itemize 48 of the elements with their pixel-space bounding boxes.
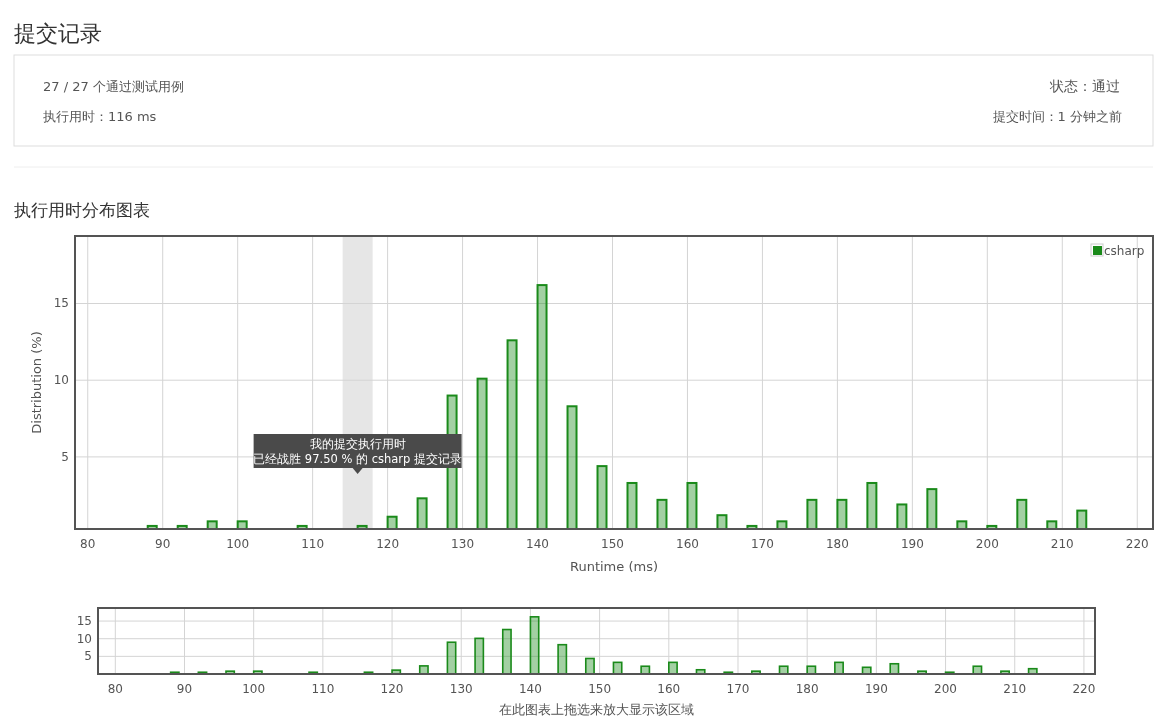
y-tick-label: 10 <box>53 373 69 388</box>
x-tick-label: 130 <box>451 537 475 551</box>
x-tick-label: 80 <box>80 537 96 551</box>
x-tick-label: 180 <box>825 537 849 551</box>
x-tick-label: 120 <box>380 682 404 696</box>
y-tick-label: 5 <box>61 449 69 464</box>
x-tick-label: 110 <box>311 682 335 696</box>
x-tick-label: 170 <box>726 682 750 696</box>
x-tick-label: 150 <box>601 537 624 551</box>
x-tick-label: 220 <box>1072 682 1096 696</box>
x-tick-label: 140 <box>518 682 542 696</box>
y-tick-label: 15 <box>53 296 69 311</box>
x-tick-label: 180 <box>795 682 819 696</box>
annotation: 已经战胜 97.50 % 的 csharp 提交记录 <box>253 452 463 466</box>
x-tick-label: 160 <box>676 537 699 551</box>
x-tick-label: 100 <box>242 682 266 696</box>
x-tick-label: 160 <box>657 682 681 696</box>
x-tick-label: 90 <box>176 682 193 696</box>
text: 提交时间：1 分钟之前 <box>992 109 1122 124</box>
x-tick-label: 200 <box>934 682 958 696</box>
x-tick-label: 130 <box>449 682 473 696</box>
legend-label: csharp <box>1104 244 1145 258</box>
chart-title: 执行用时分布图表 <box>14 200 150 220</box>
x-tick-label: 210 <box>1003 682 1027 696</box>
text: 提交记录 <box>14 21 102 46</box>
text: 状态：通过 <box>1049 78 1120 94</box>
x-tick-label: 170 <box>750 537 774 551</box>
x-tick-label: 80 <box>107 682 123 696</box>
x-tick-label: 110 <box>301 537 325 551</box>
x-tick-label: 90 <box>155 537 171 551</box>
x-axis-title: 在此图表上拖选来放大显示该区域 <box>499 702 694 717</box>
text: 执行用时：116 ms <box>43 109 157 124</box>
x-tick-label: 120 <box>376 537 400 551</box>
y-tick-label: 10 <box>76 631 92 646</box>
y-tick-label: 15 <box>76 614 92 629</box>
y-tick-label: 5 <box>84 649 92 664</box>
text: 27 / 27 个通过测试用例 <box>43 79 184 94</box>
x-tick-label: 100 <box>226 537 250 551</box>
x-tick-label: 150 <box>588 682 612 696</box>
x-tick-label: 190 <box>900 537 924 551</box>
x-axis-title: Runtime (ms) <box>569 559 659 574</box>
x-tick-label: 140 <box>526 537 549 551</box>
x-tick-label: 200 <box>975 537 999 551</box>
band-label: 我的提交执行用时 <box>309 437 406 451</box>
y-axis-title: Distribution (%) <box>29 331 44 434</box>
x-tick-label: 220 <box>1125 537 1149 551</box>
x-tick-label: 190 <box>864 682 888 696</box>
x-tick-label: 210 <box>1050 537 1074 551</box>
